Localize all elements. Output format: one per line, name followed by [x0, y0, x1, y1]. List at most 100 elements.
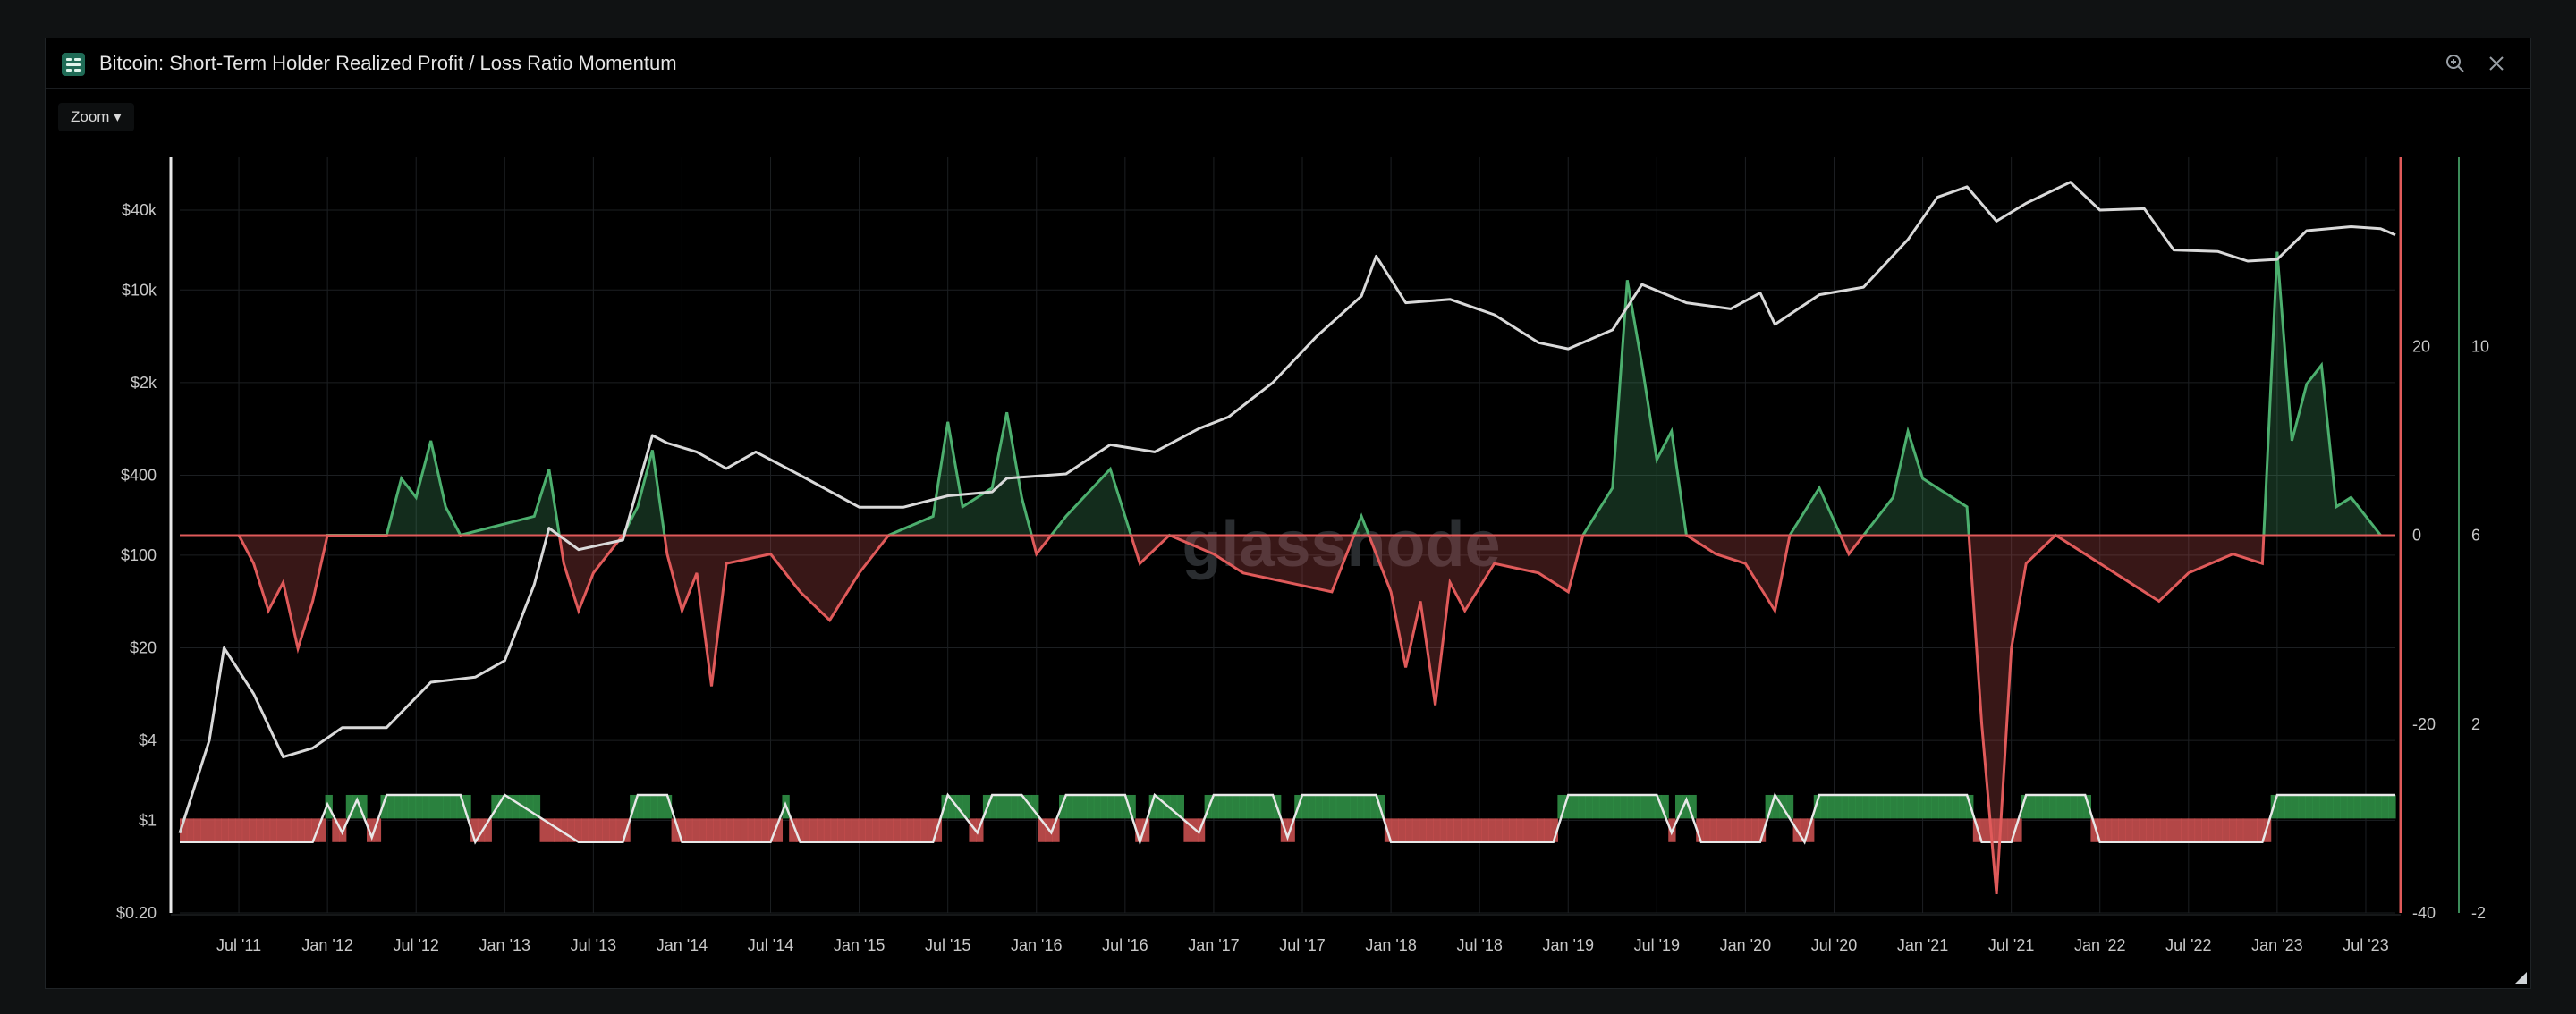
regime-band-segment — [1661, 794, 1669, 819]
regime-band-segment — [685, 818, 693, 842]
regime-band-segment — [1972, 818, 1981, 842]
y-left-tick-label: $20 — [130, 638, 157, 656]
regime-band-segment — [1218, 794, 1226, 819]
y-right-inner-tick-label: 20 — [2412, 337, 2430, 355]
y-left-tick-label: $1 — [139, 811, 157, 829]
regime-band-segment — [2125, 818, 2133, 842]
regime-band-segment — [1585, 794, 1593, 819]
regime-band-segment — [2055, 794, 2064, 819]
regime-band-segment — [920, 818, 928, 842]
regime-band-segment — [269, 818, 277, 842]
x-tick-label: Jul '15 — [925, 936, 970, 954]
regime-band-segment — [1848, 794, 1856, 819]
regime-band-segment — [1301, 794, 1309, 819]
y-right-outer-tick-label: 2 — [2471, 715, 2480, 733]
x-tick-label: Jul '13 — [571, 936, 616, 954]
regime-band-segment — [214, 818, 223, 842]
regime-band-segment — [1252, 794, 1261, 819]
regime-band-segment — [436, 794, 444, 819]
price-series — [178, 181, 2396, 834]
regime-band-segment — [2201, 818, 2209, 842]
regime-band-segment — [532, 794, 541, 819]
regime-band-segment — [2000, 818, 2009, 842]
regime-band-segment — [2291, 794, 2300, 819]
regime-band-segment — [304, 818, 312, 842]
x-tick-label: Jul '16 — [1102, 936, 1148, 954]
regime-band-segment — [1446, 818, 1454, 842]
y-left-tick-label: $100 — [121, 546, 157, 564]
regime-band-segment — [969, 818, 977, 842]
x-tick-label: Jul '14 — [748, 936, 793, 954]
regime-band-segment — [844, 818, 852, 842]
regime-band-segment — [1917, 794, 1926, 819]
regime-band-segment — [193, 818, 201, 842]
regime-band-segment — [394, 794, 402, 819]
regime-band-segment — [1682, 794, 1690, 819]
regime-band-segment — [1121, 794, 1130, 819]
regime-band-segment — [1343, 794, 1351, 819]
regime-band-segment — [1100, 794, 1108, 819]
regime-band-segment — [1835, 794, 1843, 819]
regime-band-segment — [1689, 794, 1697, 819]
y-right-inner-tick-label: -20 — [2412, 715, 2436, 733]
x-tick-label: Jan '14 — [657, 936, 708, 954]
regime-band-segment — [789, 818, 797, 842]
regime-band-segment — [1197, 818, 1206, 842]
x-tick-label: Jul '11 — [216, 936, 261, 954]
y-left-tick-label: $40k — [122, 201, 157, 219]
regime-band-segment — [1702, 818, 1711, 842]
regime-band-segment — [948, 794, 956, 819]
regime-band-segment — [1613, 794, 1621, 819]
regime-band-segment — [311, 818, 319, 842]
regime-band-segment — [1461, 818, 1469, 842]
regime-band-segment — [1730, 818, 1739, 842]
regime-band-segment — [671, 818, 679, 842]
regime-band-segment — [2229, 818, 2237, 842]
x-tick-label: Jul '19 — [1634, 936, 1680, 954]
regime-band-segment — [318, 818, 326, 842]
regime-band-segment — [1419, 818, 1427, 842]
regime-band-segment — [456, 794, 464, 819]
regime-band-segment — [719, 818, 728, 842]
regime-band-segment — [1370, 794, 1378, 819]
regime-band-segment — [1232, 794, 1240, 819]
regime-band-segment — [2111, 818, 2119, 842]
chart-panel: Bitcoin: Short-Term Holder Realized Prof… — [45, 38, 2531, 989]
regime-band-segment — [1724, 818, 1732, 842]
resize-grip-icon[interactable] — [2514, 972, 2527, 984]
regime-band-segment — [823, 818, 832, 842]
regime-band-segment — [989, 794, 997, 819]
regime-band-segment — [1176, 794, 1184, 819]
regime-band-segment — [706, 818, 714, 842]
zoom-dropdown-button[interactable]: Zoom ▾ — [58, 103, 134, 131]
regime-band-segment — [1059, 794, 1067, 819]
regime-band-segment — [1315, 794, 1323, 819]
glassnode-logo-icon — [62, 53, 85, 76]
regime-band-segment — [221, 818, 229, 842]
regime-band-segment — [443, 794, 451, 819]
regime-band-segment — [1087, 794, 1095, 819]
regime-band-segment — [747, 818, 756, 842]
regime-band-segment — [1868, 794, 1877, 819]
close-icon[interactable] — [2484, 51, 2509, 76]
regime-band-segment — [373, 818, 382, 842]
momentum-series — [180, 251, 2395, 895]
x-tick-label: Jul '20 — [1811, 936, 1857, 954]
regime-band-segment — [830, 818, 838, 842]
regime-band-segment — [526, 794, 534, 819]
regime-band-segment — [262, 818, 271, 842]
zoom-in-icon[interactable] — [2443, 51, 2468, 76]
regime-band-segment — [1827, 794, 1835, 819]
regime-band-segment — [1141, 818, 1150, 842]
regime-band-segment — [1052, 818, 1060, 842]
chart-plot[interactable]: glassnode $0.20$1$4$20$100$400$2k$10k$40… — [46, 38, 2530, 988]
regime-band-segment — [1515, 818, 1524, 842]
regime-band-segment — [767, 818, 776, 842]
regime-band-segment — [1267, 794, 1275, 819]
regime-band-segment — [1640, 794, 1648, 819]
regime-band-segment — [284, 818, 292, 842]
regime-band-segment — [186, 818, 195, 842]
regime-band-segment — [2042, 794, 2050, 819]
regime-band-segment — [1952, 794, 1960, 819]
regime-band-segment — [207, 818, 216, 842]
